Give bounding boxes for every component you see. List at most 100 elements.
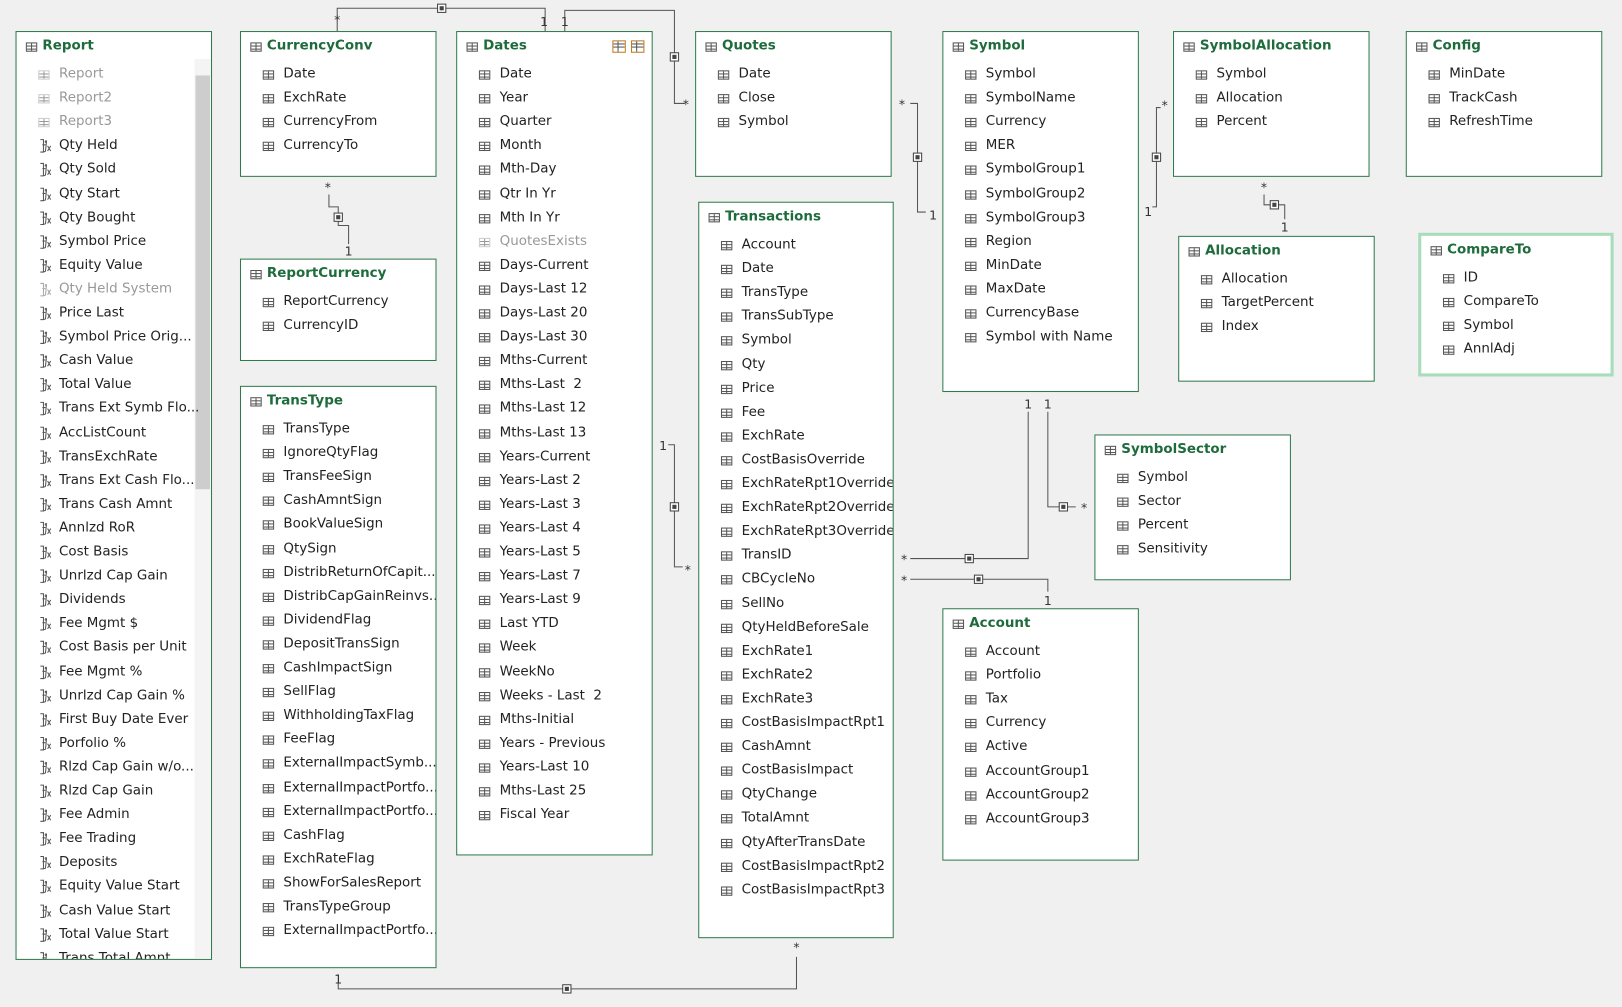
field-name[interactable]: Date bbox=[499, 66, 532, 82]
field-name[interactable]: TransType bbox=[741, 284, 809, 301]
field-name[interactable]: TargetPercent bbox=[1221, 294, 1314, 311]
field-name[interactable]: ShowForSalesReport bbox=[283, 874, 422, 891]
field-name[interactable]: QtyChange bbox=[741, 786, 817, 802]
field-name[interactable]: Date bbox=[741, 260, 774, 277]
table-card[interactable]: CompareTo ID CompareTo Symbol AnnlAdj bbox=[1418, 232, 1614, 377]
field-name[interactable]: Unrlzd Cap Gain % bbox=[58, 687, 185, 703]
field-name[interactable]: AccountGroup2 bbox=[985, 786, 1090, 803]
field-name[interactable]: QtyAfterTransDate bbox=[741, 834, 866, 850]
field-name[interactable]: Years - Previous bbox=[499, 735, 606, 751]
field-name[interactable]: ExchRate bbox=[283, 90, 347, 106]
field-name[interactable]: Weeks - Last 2 bbox=[499, 687, 602, 703]
field-name[interactable]: CostBasisImpactRpt1 bbox=[741, 714, 885, 731]
field-name[interactable]: WeekNo bbox=[499, 663, 555, 680]
field-name[interactable]: Fee Mgmt $ bbox=[58, 615, 139, 632]
field-name[interactable]: TransType bbox=[283, 421, 350, 437]
field-name[interactable]: Trans Ext Symb Flo... bbox=[58, 400, 200, 417]
field-name[interactable]: Week bbox=[499, 639, 537, 656]
field-name[interactable]: Cost Basis bbox=[58, 544, 129, 560]
field-name[interactable]: Sensitivity bbox=[1137, 541, 1208, 557]
field-name[interactable]: Region bbox=[985, 233, 1032, 249]
field-name[interactable]: Porfolio % bbox=[58, 735, 127, 751]
table-card[interactable]: SymbolAllocation Symbol Allocation Percent bbox=[1173, 31, 1370, 177]
header-button[interactable] bbox=[612, 40, 626, 53]
field-name[interactable]: CashFlag bbox=[283, 827, 345, 843]
field-name[interactable]: Account bbox=[985, 643, 1041, 659]
field-name[interactable]: CurrencyFrom bbox=[283, 113, 378, 130]
field-name[interactable]: SymbolGroup3 bbox=[985, 209, 1086, 226]
field-name[interactable]: CashImpactSign bbox=[283, 659, 393, 676]
field-name[interactable]: CashAmnt bbox=[741, 738, 811, 755]
field-name[interactable]: TransFeeSign bbox=[283, 468, 372, 485]
field-name[interactable]: DistribCapGainReinvs... bbox=[283, 588, 437, 604]
field-name[interactable]: Deposits bbox=[58, 854, 118, 871]
table-card[interactable]: Symbol Symbol SymbolName Currency MER SymbolG… bbox=[942, 31, 1139, 393]
field-name[interactable]: CBCycleNo bbox=[741, 571, 816, 587]
field-name[interactable]: SymbolGroup2 bbox=[985, 185, 1086, 202]
field-name[interactable]: TotalAmnt bbox=[741, 810, 810, 826]
field-name[interactable]: ExchRateRpt3Override bbox=[741, 523, 894, 540]
table-card[interactable]: ReportCurrency ReportCurrency CurrencyID bbox=[239, 258, 437, 362]
field-name[interactable]: Date bbox=[738, 66, 771, 82]
field-name[interactable]: Price bbox=[741, 380, 775, 396]
field-name[interactable]: MaxDate bbox=[985, 281, 1046, 297]
field-name[interactable]: Index bbox=[1221, 318, 1259, 335]
field-name[interactable]: Cash Value bbox=[58, 352, 134, 369]
field-name[interactable]: RefreshTime bbox=[1449, 113, 1533, 130]
field-name[interactable]: Close bbox=[738, 90, 776, 106]
field-name[interactable]: Tax bbox=[985, 691, 1008, 707]
field-name[interactable]: WithholdingTaxFlag bbox=[283, 707, 415, 724]
field-name[interactable]: ExchRate bbox=[741, 428, 805, 444]
field-name[interactable]: Days-Last 30 bbox=[499, 329, 588, 345]
table-card[interactable]: Dates Date Year Quarter Month Mth-Day Qtr In Y… bbox=[456, 31, 653, 856]
field-name[interactable]: Mths-Last 13 bbox=[499, 424, 587, 441]
table-card[interactable]: Quotes Date Close Symbol bbox=[695, 31, 892, 177]
table-card[interactable]: SymbolSector Symbol Sector Percent Sensitivi… bbox=[1094, 434, 1291, 581]
field-name[interactable]: Cost Basis per Unit bbox=[58, 639, 187, 656]
field-name[interactable]: AccountGroup3 bbox=[985, 810, 1090, 827]
field-name[interactable]: Years-Last 2 bbox=[499, 472, 581, 488]
field-name[interactable]: ExchRate2 bbox=[741, 666, 814, 683]
field-name[interactable]: Year bbox=[499, 90, 529, 106]
field-name[interactable]: Date bbox=[283, 66, 316, 82]
field-name[interactable]: Equity Value bbox=[58, 257, 143, 273]
field-name[interactable]: MER bbox=[985, 137, 1016, 154]
field-name[interactable]: Currency bbox=[985, 715, 1047, 731]
field-name[interactable]: Years-Last 9 bbox=[499, 591, 581, 608]
field-name[interactable]: AccListCount bbox=[58, 424, 147, 441]
table-card[interactable]: CurrencyConv Date ExchRate CurrencyFrom Curr… bbox=[239, 31, 437, 177]
field-name[interactable]: MinDate bbox=[985, 257, 1042, 273]
field-name[interactable]: Equity Value Start bbox=[58, 878, 180, 895]
field-name[interactable]: Symbol Price bbox=[58, 233, 147, 249]
field-name[interactable]: TransExchRate bbox=[58, 448, 158, 465]
field-name[interactable]: ExternalImpactSymb... bbox=[283, 755, 437, 772]
field-name[interactable]: ExchRateRpt1Override bbox=[741, 475, 894, 492]
field-name[interactable]: TransID bbox=[741, 547, 792, 564]
field-name[interactable]: BookValueSign bbox=[283, 516, 384, 533]
field-name[interactable]: Mths-Last 2 bbox=[499, 376, 582, 393]
field-name[interactable]: First Buy Date Ever bbox=[58, 711, 189, 727]
field-name[interactable]: SymbolGroup1 bbox=[985, 161, 1086, 178]
field-name[interactable]: ExchRateRpt2Override bbox=[741, 499, 894, 516]
field-name[interactable]: Qty Bought bbox=[58, 209, 136, 226]
table-card[interactable]: Allocation Allocation TargetPercent Index bbox=[1178, 235, 1375, 382]
field-name[interactable]: Years-Last 7 bbox=[499, 567, 581, 584]
field-name[interactable]: Mths-Initial bbox=[499, 711, 575, 727]
field-name[interactable]: Years-Last 3 bbox=[499, 496, 581, 512]
table-card[interactable]: Account Account Portfolio Tax Currency Active… bbox=[942, 608, 1139, 861]
field-name[interactable]: Symbol bbox=[1216, 66, 1267, 82]
field-name[interactable]: Mths-Current bbox=[499, 352, 588, 369]
field-name[interactable]: ReportCurrency bbox=[283, 293, 389, 310]
field-name[interactable]: Symbol with Name bbox=[985, 329, 1113, 345]
field-name[interactable]: Trans Ext Cash Flo... bbox=[58, 472, 195, 488]
field-name[interactable]: Fee bbox=[741, 404, 766, 420]
field-name[interactable]: Portfolio bbox=[985, 667, 1042, 683]
field-name[interactable]: TransSubType bbox=[741, 308, 834, 325]
field-name[interactable]: Qty Held bbox=[58, 137, 118, 154]
table-card[interactable]: Report Report Report2 Report3 Qty Held Qty So… bbox=[15, 31, 213, 960]
field-name[interactable]: Mths-Last 12 bbox=[499, 400, 587, 417]
field-name[interactable]: QuotesExists bbox=[499, 233, 587, 249]
field-name[interactable]: ExchRate1 bbox=[741, 643, 814, 659]
field-name[interactable]: QtySign bbox=[283, 540, 337, 556]
field-name[interactable]: ExternalImpactPortfo... bbox=[283, 803, 437, 819]
